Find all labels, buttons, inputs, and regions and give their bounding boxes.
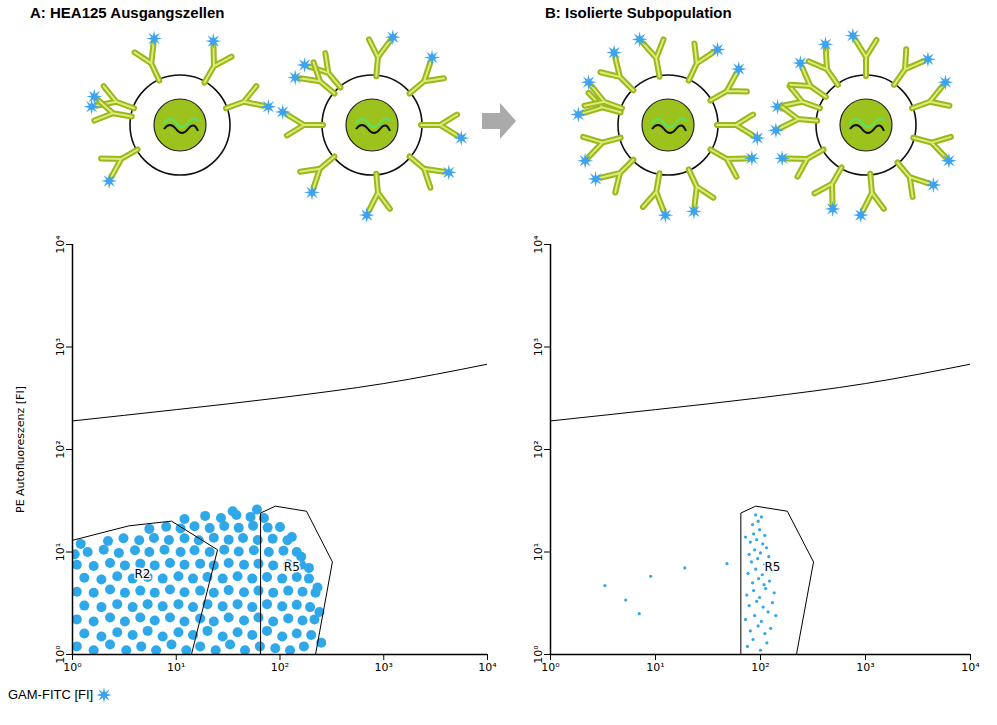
svg-text:10⁰: 10⁰ xyxy=(63,661,82,674)
svg-text:B: Isolierte Subpopulation: B: Isolierte Subpopulation xyxy=(545,4,732,21)
svg-text:10⁴: 10⁴ xyxy=(532,235,545,254)
svg-text:10¹: 10¹ xyxy=(646,661,664,674)
svg-text:10¹: 10¹ xyxy=(532,543,545,561)
svg-text:10⁴: 10⁴ xyxy=(478,661,497,674)
svg-text:10⁴: 10⁴ xyxy=(54,235,67,254)
svg-text:R5: R5 xyxy=(284,560,300,574)
svg-text:R5: R5 xyxy=(764,560,780,574)
svg-text:10³: 10³ xyxy=(54,338,67,356)
svg-text:10⁴: 10⁴ xyxy=(961,661,980,674)
svg-text:10⁰: 10⁰ xyxy=(531,645,545,664)
svg-text:10³: 10³ xyxy=(856,661,874,674)
svg-text:10¹: 10¹ xyxy=(54,543,67,561)
svg-text:10²: 10² xyxy=(271,661,289,674)
svg-text:A: HEA125 Ausgangszellen: A: HEA125 Ausgangszellen xyxy=(30,4,225,21)
svg-text:10³: 10³ xyxy=(375,661,393,674)
svg-text:10⁰: 10⁰ xyxy=(541,661,560,674)
svg-text:R2: R2 xyxy=(134,567,150,581)
svg-text:10²: 10² xyxy=(751,661,769,674)
svg-text:10³: 10³ xyxy=(532,338,545,356)
svg-text:PE Autofluoreszenz [FI]: PE Autofluoreszenz [FI] xyxy=(14,386,27,513)
svg-text:10²: 10² xyxy=(532,440,545,458)
html-text:GAM-FITC [FI]: GAM-FITC [FI] xyxy=(8,687,94,702)
svg-text:10²: 10² xyxy=(54,440,67,458)
svg-text:10⁰: 10⁰ xyxy=(53,645,67,664)
svg-text:10¹: 10¹ xyxy=(167,661,185,674)
